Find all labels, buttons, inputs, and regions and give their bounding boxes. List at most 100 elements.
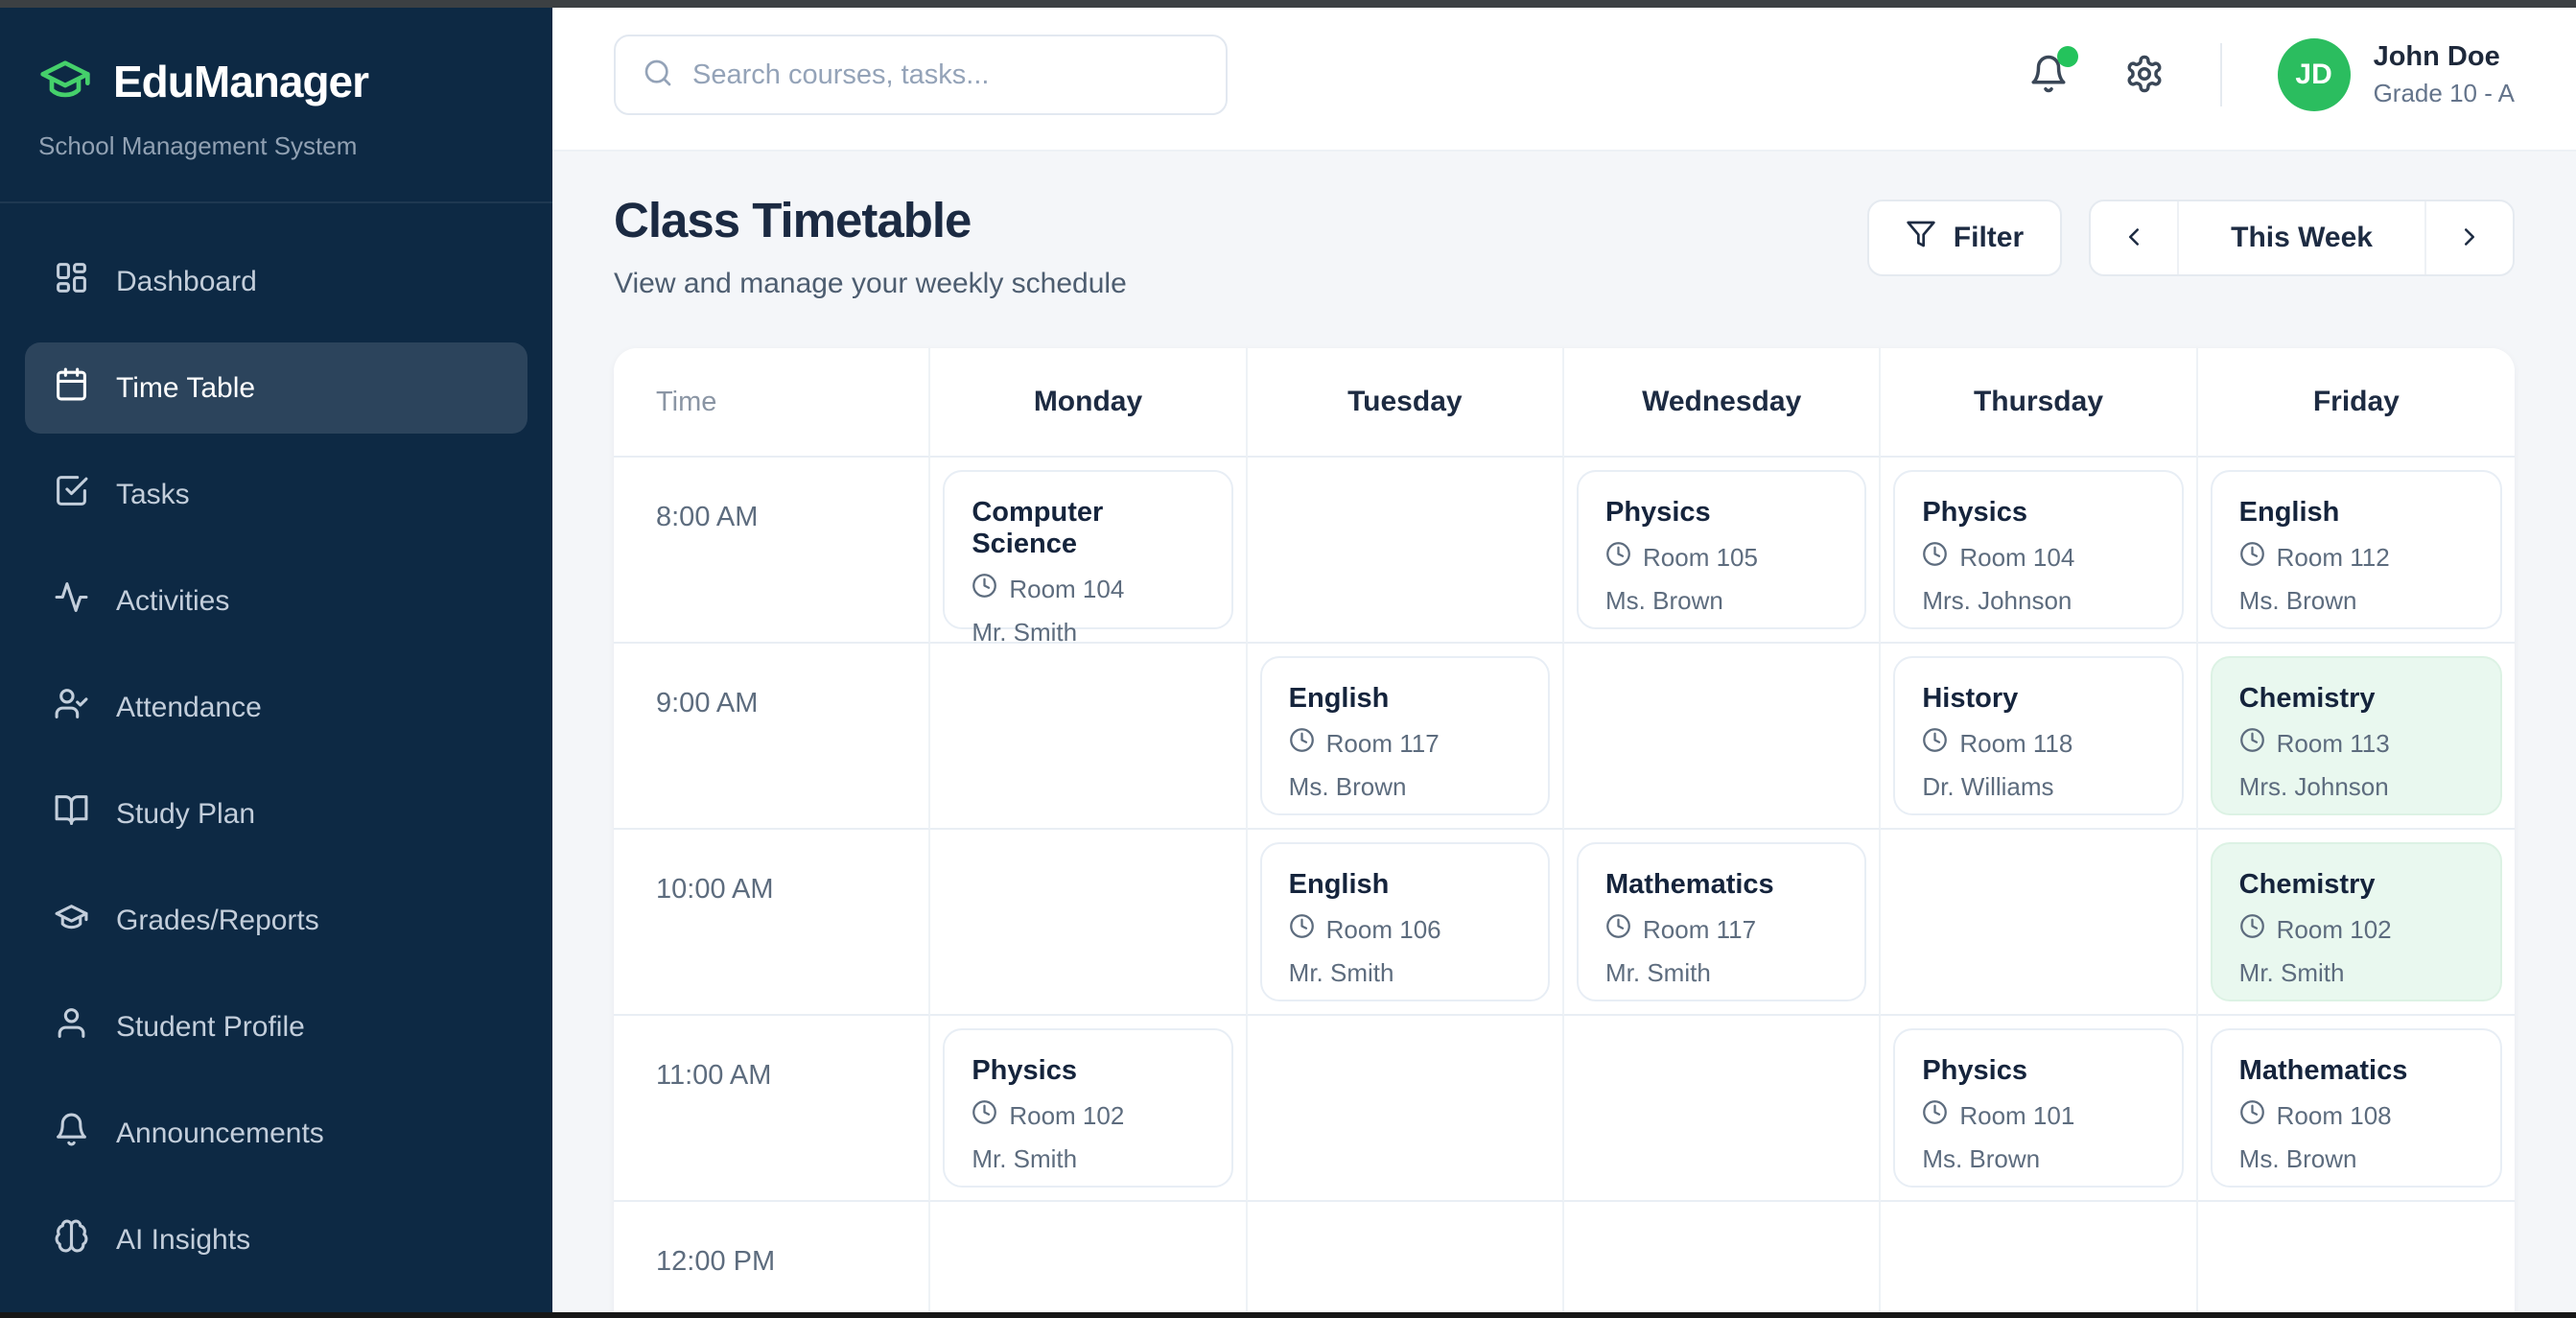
class-room: Room 102	[2276, 914, 2392, 944]
timetable-cell-empty	[1564, 1016, 1882, 1202]
class-subject: Mathematics	[2238, 1055, 2408, 1086]
sidebar-item-announcements[interactable]: Announcements	[25, 1088, 527, 1179]
sidebar-item-study-plan[interactable]: Study Plan	[25, 768, 527, 859]
topbar-divider	[2219, 43, 2222, 106]
class-room: Room 104	[1959, 542, 2075, 572]
class-card[interactable]: Physics Room 104 Mrs. Johnson	[1893, 470, 2184, 629]
clock-icon	[1922, 1099, 1948, 1132]
class-subject: Chemistry	[2238, 869, 2376, 900]
sidebar-item-dashboard[interactable]: Dashboard	[25, 236, 527, 327]
notifications-button[interactable]	[2028, 45, 2078, 97]
class-card[interactable]: Physics Room 101 Ms. Brown	[1893, 1028, 2184, 1188]
class-teacher: Mr. Smith	[1605, 958, 1711, 987]
timetable-cell-empty	[930, 644, 1248, 830]
timetable-cell-empty	[1247, 1016, 1564, 1202]
search-input[interactable]	[692, 59, 1199, 91]
time-label: 9:00 AM	[614, 644, 931, 830]
sidebar-nav: Dashboard Time Table Tasks Activities At…	[0, 203, 552, 1318]
user-menu[interactable]: JD John Doe Grade 10 - A	[2277, 38, 2515, 111]
class-card[interactable]: Computer Science Room 104 Mr. Smith	[943, 470, 1233, 647]
class-room: Room 101	[1959, 1100, 2075, 1130]
sidebar-item-ai-insights[interactable]: AI Insights	[25, 1194, 527, 1285]
class-card[interactable]: English Room 112 Ms. Brown	[2210, 470, 2502, 629]
sidebar-item-grades-reports[interactable]: Grades/Reports	[25, 875, 527, 966]
class-card[interactable]: English Room 106 Mr. Smith	[1259, 842, 1550, 1001]
notification-dot	[2056, 45, 2078, 67]
class-room: Room 113	[2276, 728, 2390, 758]
sidebar-item-student-profile[interactable]: Student Profile	[25, 981, 527, 1072]
filter-button[interactable]: Filter	[1866, 200, 2063, 276]
bell-icon	[54, 1112, 89, 1155]
clock-icon	[2239, 913, 2265, 946]
class-card[interactable]: Mathematics Room 108 Ms. Brown	[2210, 1028, 2502, 1188]
sidebar-item-label: Grades/Reports	[116, 904, 319, 936]
time-label: 12:00 PM	[614, 1202, 931, 1318]
sidebar-item-attendance[interactable]: Attendance	[25, 662, 527, 753]
settings-button[interactable]	[2124, 54, 2165, 97]
timetable-cell: Physics Room 102 Mr. Smith	[930, 1016, 1248, 1202]
timetable-cell-empty	[930, 1202, 1248, 1318]
book-open-icon	[54, 792, 89, 836]
sidebar-item-label: Attendance	[116, 691, 262, 723]
sidebar: EduManager School Management System Dash…	[0, 0, 552, 1318]
class-subject: English	[2238, 497, 2340, 528]
column-header-tuesday: Tuesday	[1247, 348, 1564, 458]
clock-icon	[1605, 913, 1631, 946]
class-subject: Physics	[1922, 497, 2027, 528]
class-card[interactable]: English Room 117 Ms. Brown	[1259, 656, 1550, 815]
window-chrome-bottom	[0, 1312, 2576, 1318]
timetable-cell: History Room 118 Dr. Williams	[1881, 644, 2198, 830]
class-card[interactable]: Mathematics Room 117 Mr. Smith	[1577, 842, 1867, 1001]
class-subject: Physics	[1922, 1055, 2027, 1086]
class-subject: History	[1922, 683, 2019, 714]
check-square-icon	[54, 473, 89, 516]
page-subtitle: View and manage your weekly schedule	[614, 268, 1127, 299]
next-week-button[interactable]	[2426, 201, 2513, 274]
graduation-cap-logo-icon	[38, 52, 92, 110]
class-room: Room 118	[1959, 728, 2073, 758]
class-room: Room 117	[1643, 914, 1757, 944]
class-card-highlighted[interactable]: Chemistry Room 102 Mr. Smith	[2210, 842, 2502, 1001]
clock-icon	[1289, 913, 1315, 946]
activity-icon	[54, 579, 89, 623]
class-card[interactable]: History Room 118 Dr. Williams	[1893, 656, 2184, 815]
timetable-cell: Physics Room 101 Ms. Brown	[1881, 1016, 2198, 1202]
class-subject: Computer Science	[972, 497, 1104, 559]
dashboard-icon	[54, 260, 89, 303]
page-title: Class Timetable	[614, 193, 972, 247]
app-tagline: School Management System	[38, 131, 358, 160]
sidebar-item-label: Tasks	[116, 478, 190, 510]
class-subject: Chemistry	[2238, 683, 2376, 714]
sidebar-item-label: Time Table	[116, 371, 256, 404]
sidebar-item-label: Study Plan	[116, 797, 256, 830]
clock-icon	[1922, 541, 1948, 574]
class-room: Room 104	[1009, 574, 1125, 603]
time-label: 11:00 AM	[614, 1016, 931, 1202]
app-name: EduManager	[113, 56, 369, 106]
user-name: John Doe	[2373, 41, 2500, 72]
timetable-cell: Physics Room 104 Mrs. Johnson	[1881, 458, 2198, 644]
class-card[interactable]: Physics Room 102 Mr. Smith	[943, 1028, 1233, 1188]
class-teacher: Ms. Brown	[1922, 1144, 2041, 1173]
class-teacher: Ms. Brown	[2238, 1144, 2357, 1173]
bell-icon	[2028, 54, 2069, 97]
sidebar-item-tasks[interactable]: Tasks	[25, 449, 527, 540]
clock-icon	[1922, 727, 1948, 760]
sidebar-item-activities[interactable]: Activities	[25, 555, 527, 647]
class-subject: English	[1288, 683, 1390, 714]
sidebar-item-time-table[interactable]: Time Table	[25, 342, 527, 434]
class-card[interactable]: Physics Room 105 Ms. Brown	[1577, 470, 1867, 629]
class-teacher: Mr. Smith	[972, 618, 1078, 647]
previous-week-button[interactable]	[2091, 201, 2177, 274]
week-label: This Week	[2177, 201, 2426, 274]
class-subject: Physics	[972, 1055, 1077, 1086]
filter-icon	[1906, 219, 1936, 257]
user-grade: Grade 10 - A	[2373, 79, 2515, 107]
column-header-friday: Friday	[2197, 348, 2515, 458]
class-teacher: Mr. Smith	[972, 1144, 1078, 1173]
timetable-cell-empty	[1247, 1202, 1564, 1318]
time-label: 8:00 AM	[614, 458, 931, 644]
class-subject: Mathematics	[1605, 869, 1774, 900]
class-room: Room 117	[1325, 728, 1440, 758]
class-card-highlighted[interactable]: Chemistry Room 113 Mrs. Johnson	[2210, 656, 2502, 815]
